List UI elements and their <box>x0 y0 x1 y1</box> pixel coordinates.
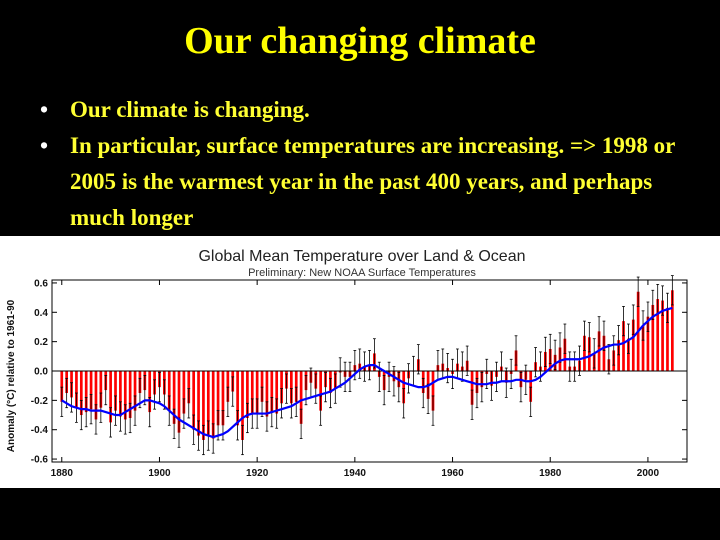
y-tick-label: 0.2 <box>34 337 48 348</box>
bar <box>265 371 269 417</box>
bar <box>99 371 103 408</box>
chart-subtitle: Preliminary: New NOAA Surface Temperatur… <box>248 267 476 279</box>
bar <box>177 371 181 433</box>
x-tick-label: 1920 <box>246 468 269 479</box>
bar <box>109 371 112 423</box>
bar <box>275 371 279 414</box>
bar <box>617 340 620 371</box>
bar <box>583 335 586 371</box>
bar <box>75 371 78 408</box>
bar <box>602 335 606 371</box>
bar <box>206 371 210 436</box>
bar <box>119 371 122 417</box>
x-tick-label: 2000 <box>637 468 660 479</box>
bar <box>202 371 205 440</box>
bar <box>270 371 274 413</box>
bar <box>587 337 591 371</box>
bar <box>260 371 264 402</box>
bar <box>627 338 630 371</box>
bar <box>216 371 220 426</box>
y-tick-label: -0.2 <box>31 396 49 407</box>
bar <box>319 371 322 411</box>
bar <box>646 316 650 371</box>
bar <box>84 371 88 413</box>
bar <box>529 371 533 402</box>
bar <box>79 371 83 416</box>
bar <box>172 371 176 424</box>
bullet-text: In particular, surface temperatures are … <box>70 133 675 230</box>
chart-panel: Global Mean Temperature over Land & Ocea… <box>0 236 720 488</box>
bar <box>94 371 98 420</box>
bullet-dot-icon: • <box>40 97 49 122</box>
bar <box>226 371 230 402</box>
bar <box>671 290 674 371</box>
bar <box>431 371 435 411</box>
bar <box>148 371 152 413</box>
bar <box>192 371 195 430</box>
bar <box>651 304 655 371</box>
bar <box>187 371 191 404</box>
bar <box>622 321 625 371</box>
bar <box>197 371 200 436</box>
bar <box>221 371 225 426</box>
y-tick-label: 0.0 <box>34 367 48 378</box>
bar <box>89 371 93 410</box>
bar <box>402 371 406 404</box>
y-tick-label: -0.4 <box>31 425 49 436</box>
x-tick-label: 1940 <box>344 468 367 479</box>
bullet-dot-icon: • <box>40 133 49 158</box>
bar <box>241 371 244 440</box>
bar <box>133 371 137 411</box>
bar <box>211 371 215 439</box>
bullet-list: • Our climate is changing. • In particul… <box>40 92 700 236</box>
bar <box>661 300 664 371</box>
bar <box>255 371 259 414</box>
bullet-item: • Our climate is changing. <box>40 92 700 128</box>
chart-title: Global Mean Temperature over Land & Ocea… <box>198 248 525 265</box>
bar <box>641 325 645 371</box>
y-tick-label: 0.4 <box>34 308 48 319</box>
y-tick-label: -0.6 <box>31 455 49 466</box>
bar <box>656 299 660 371</box>
bullet-text: Our climate is changing. <box>70 97 310 122</box>
bar <box>294 371 298 402</box>
bar <box>123 371 127 420</box>
bar <box>60 371 64 402</box>
bar <box>236 371 239 426</box>
bar <box>563 338 567 371</box>
bar <box>666 307 669 371</box>
bar <box>470 371 474 405</box>
y-tick-label: 0.6 <box>34 278 48 289</box>
smoothed-trend-line <box>61 306 673 439</box>
x-tick-label: 1980 <box>539 468 562 479</box>
bar <box>280 371 283 404</box>
bar <box>182 371 186 414</box>
bar <box>167 371 171 411</box>
x-tick-label: 1900 <box>148 468 171 479</box>
y-axis-label: Anomaly (°C) relative to 1961-90 <box>6 299 17 452</box>
temperature-chart: Global Mean Temperature over Land & Ocea… <box>6 248 688 479</box>
x-tick-label: 1880 <box>51 468 74 479</box>
bar <box>114 371 117 411</box>
bar <box>299 371 303 424</box>
slide-title: Our changing climate <box>184 20 536 62</box>
bar <box>246 371 249 418</box>
x-tick-label: 1960 <box>441 468 464 479</box>
bar <box>290 371 293 404</box>
bar <box>250 371 254 414</box>
bar <box>128 371 132 418</box>
bullet-item: • In particular, surface temperatures ar… <box>40 128 700 236</box>
bar <box>631 319 635 371</box>
